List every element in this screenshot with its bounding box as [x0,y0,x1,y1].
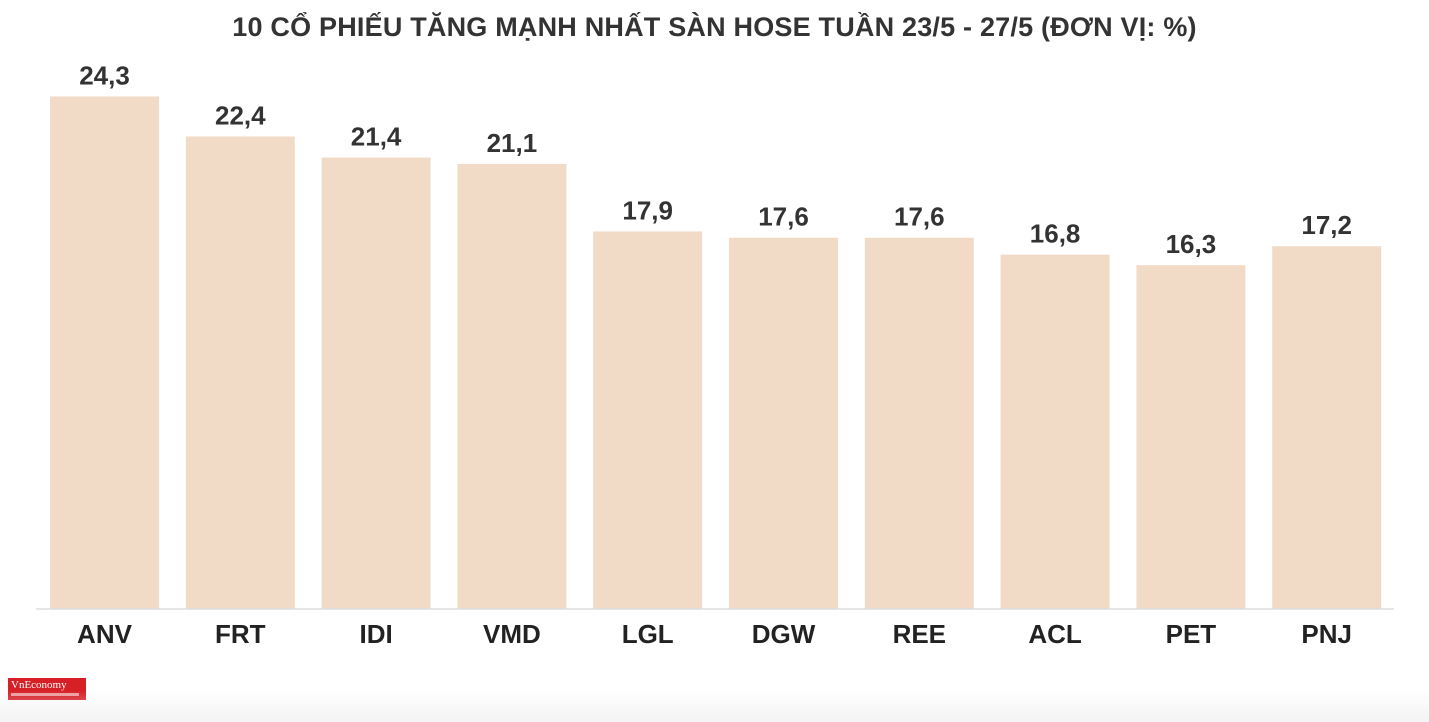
category-labels-group: ANV FRT IDI VMD LGL DGW REE ACL PET PNJ [77,619,1352,649]
category-label-anv: ANV [77,619,133,649]
category-label-idi: IDI [359,619,392,649]
value-label-vmd: 21,1 [487,128,538,158]
bottom-shadow [0,690,1429,722]
bar-ree [864,237,974,609]
logo-text: VnEconomy [11,679,67,691]
bar-acl [1000,254,1110,609]
bar-pnj [1272,246,1382,609]
bar-idi [321,157,431,610]
bar-pet [1136,265,1246,609]
category-label-frt: FRT [215,619,266,649]
value-label-idi: 21,4 [351,122,402,152]
bar-frt [185,136,295,609]
value-label-pnj: 17,2 [1301,210,1352,240]
value-label-lgl: 17,9 [622,195,673,225]
category-label-dgw: DGW [752,619,816,649]
bar-vmd [457,163,567,610]
value-label-pet: 16,3 [1166,229,1217,259]
chart-title: 10 CỔ PHIẾU TĂNG MẠNH NHẤT SÀN HOSE TUẦN… [232,12,1197,42]
value-label-anv: 24,3 [79,60,130,90]
value-label-frt: 22,4 [215,100,266,130]
category-label-acl: ACL [1028,619,1082,649]
category-label-pnj: PNJ [1301,619,1352,649]
bar-lgl [593,231,703,609]
category-label-lgl: LGL [622,619,674,649]
value-labels-group: 24,3 22,4 21,4 21,1 17,9 17,6 17,6 16,8 16,3 17,2 [79,60,1352,259]
category-label-vmd: VMD [483,619,541,649]
value-label-ree: 17,6 [894,202,945,232]
bars-group [50,96,1382,610]
category-label-ree: REE [893,619,946,649]
category-label-pet: PET [1166,619,1217,649]
value-label-acl: 16,8 [1030,219,1081,249]
value-label-dgw: 17,6 [758,202,809,232]
bar-dgw [729,237,838,609]
bar-anv [50,96,159,610]
